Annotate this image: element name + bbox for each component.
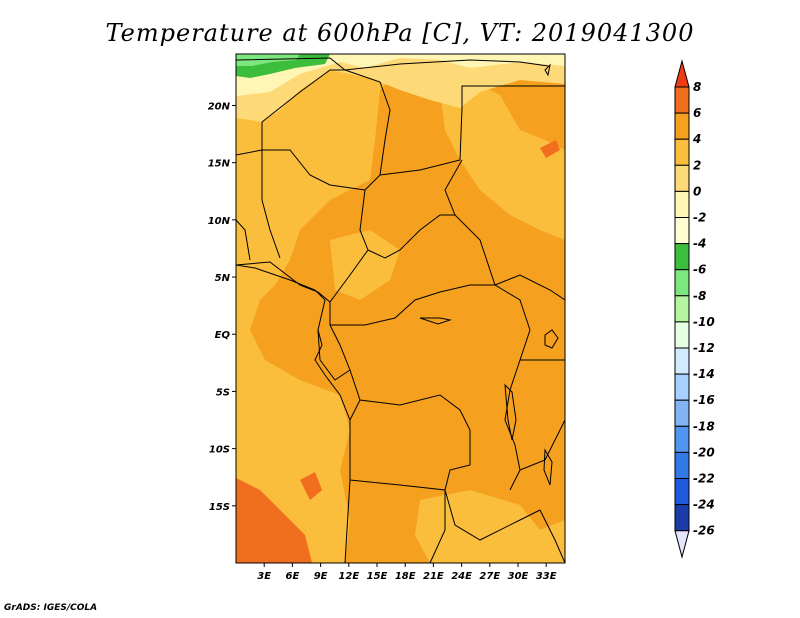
colorbar-label: -20 (693, 445, 715, 459)
colorbar-label: -2 (693, 211, 706, 225)
colorbar-segment (674, 217, 690, 245)
colorbar-label: 8 (693, 80, 701, 94)
colorbar-label: -24 (693, 498, 715, 512)
colorbar-label: -8 (693, 289, 706, 303)
field-0-to-2-east (440, 80, 565, 240)
field-4-to-6-patch (300, 472, 322, 500)
lon-tick-label: 15E (367, 571, 388, 582)
lat-tick-label: 20N (208, 101, 231, 112)
colorbar-label: 4 (692, 132, 701, 146)
temperature-map (236, 54, 565, 563)
lon-tick-label: 33E (536, 571, 557, 582)
map-frame (235, 53, 566, 564)
lon-tick-label: 6E (286, 571, 300, 582)
colorbar-segment (674, 347, 690, 375)
colorbar-segment (674, 190, 690, 218)
colorbar-label: -10 (693, 315, 715, 329)
colorbar-label: 2 (693, 158, 701, 172)
lat-tick-label: 5S (216, 387, 230, 398)
field-0-to-2-west (236, 54, 565, 563)
colorbar-segment (674, 164, 690, 192)
colorbar-segment (674, 478, 690, 506)
colorbar-segment (674, 504, 690, 532)
lat-tick-label: 10N (208, 216, 231, 227)
colorbar-segment (674, 243, 690, 271)
colorbar-label: -18 (693, 419, 715, 433)
colorbar-segment (674, 86, 690, 114)
latitude-axis: 20N 15N 10N 5N EQ 5S 10S 15S (208, 101, 236, 513)
colorbar-label: 6 (693, 106, 701, 120)
field-minus8-to-minus6 (236, 54, 300, 66)
colorbar-segment (674, 321, 690, 349)
field-4-to-6-southwest (236, 478, 312, 563)
field-0-to-2-central (330, 230, 400, 300)
colorbar-label: 0 (693, 184, 701, 198)
colorbar-segment (674, 451, 690, 479)
colorbar-label: -14 (693, 367, 715, 381)
lon-tick-label: 3E (257, 571, 271, 582)
field-4-to-6-east (540, 140, 560, 158)
lat-tick-label: 5N (215, 273, 231, 284)
lat-tick-label: EQ (215, 330, 231, 341)
lon-tick-label: 18E (395, 571, 416, 582)
colorbar-segment (674, 295, 690, 323)
colorbar-segment (674, 373, 690, 401)
chart-title: Temperature at 600hPa [C], VT: 201904130… (106, 19, 695, 47)
lakes (419, 63, 559, 486)
colorbar-top-arrow (674, 59, 690, 88)
lat-tick-label: 10S (209, 445, 230, 456)
lon-tick-label: 9E (314, 571, 328, 582)
lon-tick-label: 12E (338, 571, 359, 582)
colorbar-label: -26 (693, 524, 715, 538)
colorbar-label: -22 (693, 472, 715, 486)
colorbar-label: -16 (693, 393, 715, 407)
lon-tick-label: 21E (423, 571, 444, 582)
colorbar-segment (674, 138, 690, 166)
country-borders (236, 57, 565, 563)
field-minus2-to-0 (236, 54, 565, 122)
grads-credit: GrADS: IGES/COLA (4, 603, 98, 613)
lat-tick-label: 15S (209, 502, 230, 513)
colorbar: 8 6 4 2 0 -2 -4 -6 -8 -10 -12 -14 -16 -18 -20 -22 -24 -26 (674, 59, 715, 559)
colorbar-segment (674, 399, 690, 427)
colorbar-label: -4 (693, 237, 706, 251)
colorbar-label: -12 (693, 341, 715, 355)
lon-tick-label: 24E (451, 571, 472, 582)
field-0-to-2-south (415, 490, 565, 563)
lon-tick-label: 30E (508, 571, 529, 582)
colorbar-segment (674, 425, 690, 453)
lon-tick-label: 27E (479, 571, 500, 582)
colorbar-segment (674, 269, 690, 297)
colorbar-bottom-arrow (674, 530, 690, 559)
colorbar-segment (674, 112, 690, 140)
colorbar-label: -6 (693, 263, 706, 277)
lat-tick-label: 15N (208, 159, 231, 170)
longitude-axis: 3E 6E 9E 12E 15E 18E 21E 24E 27E 30E 33E (257, 563, 557, 582)
